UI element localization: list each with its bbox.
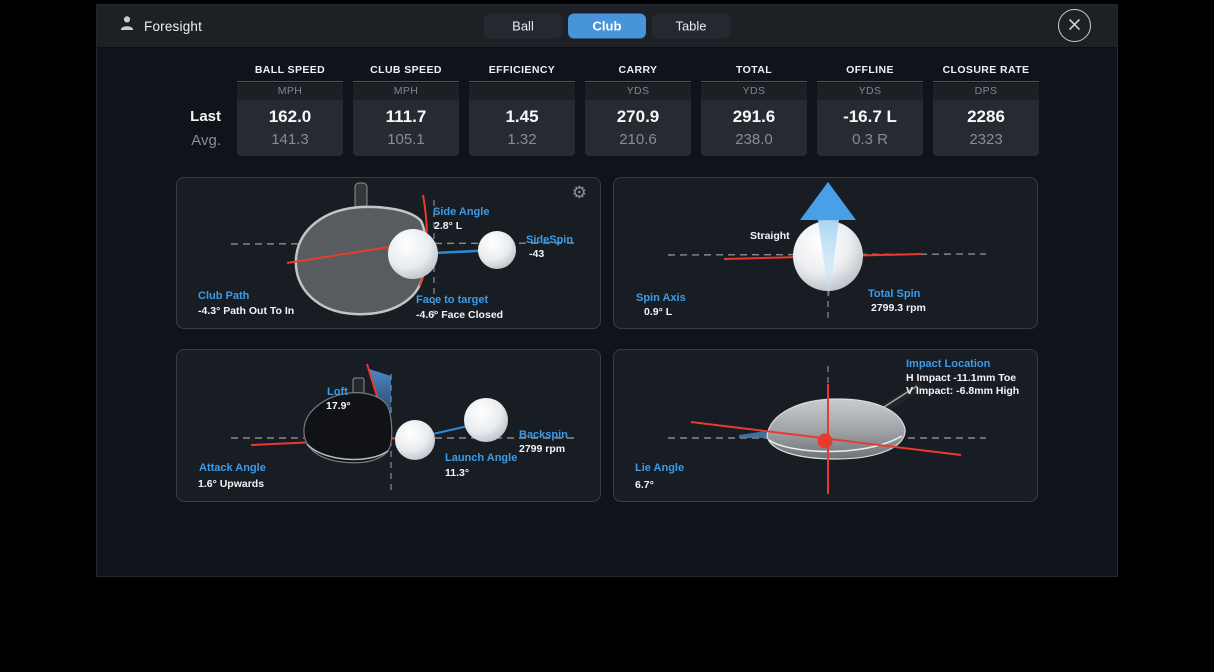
stat-last-value: -16.7 L [843,107,897,126]
stat-values: 111.7 105.1 [353,100,459,156]
stat-header: TOTAL [701,64,807,82]
club-top-view-graphic [230,182,578,318]
close-icon [1068,18,1081,34]
ball-spin-graphic [667,182,987,322]
stat-values: -16.7 L 0.3 R [817,100,923,156]
backspin-value: 2799 rpm [519,443,566,455]
stat-avg-value: 238.0 [735,131,773,148]
app-title: Foresight [144,18,203,34]
stat-last-value: 111.7 [385,107,427,126]
row-label-last: Last [190,108,221,125]
stat-unit: MPH [237,83,343,100]
v-impact-value: V Impact: -6.8mm High [906,385,1020,397]
stat-column-offline: OFFLINE YDS -16.7 L 0.3 R [817,64,923,156]
stat-column-ball-speed: BALL SPEED MPH 162.0 141.3 [237,64,343,156]
stat-column-closure-rate: CLOSURE RATE DPS 2286 2323 [933,64,1039,156]
club-path-value: -4.3° Path Out To In [198,305,295,317]
golfer-icon [119,15,135,37]
total-spin-value: 2799.3 rpm [871,302,926,314]
stat-column-efficiency: EFFICIENCY 1.45 1.32 [469,64,575,156]
stat-values: 162.0 141.3 [237,100,343,156]
stat-avg-value: 0.3 R [852,131,888,148]
lie-angle-label: Lie Angle [635,462,685,474]
panel-spin: Straight Spin Axis 0.9° L Total Spin 279… [613,177,1038,329]
stats-row-labels: Last Avg. [175,64,221,156]
stat-values: 291.6 238.0 [701,100,807,156]
view-tabs: Ball Club Table [484,13,730,39]
spin-direction-label: Straight [750,230,790,242]
stat-unit: YDS [585,83,691,100]
impact-location-label: Impact Location [906,358,991,370]
panel-impact: Impact Location H Impact -11.1mm Toe V I… [613,349,1038,502]
stat-avg-value: 210.6 [619,131,657,148]
stat-unit: DPS [933,83,1039,100]
stat-values: 270.9 210.6 [585,100,691,156]
brand: Foresight [119,15,202,37]
stat-avg-value: 105.1 [387,131,425,148]
h-impact-value: H Impact -11.1mm Toe [906,372,1017,384]
foresight-window: Foresight Ball Club Table Last Avg. BALL… [96,4,1118,577]
launch-angle-label: Launch Angle [445,452,518,464]
stat-last-value: 270.9 [616,107,660,126]
side-angle-value: 2.8° L [434,220,463,232]
stat-header: BALL SPEED [237,64,343,82]
spin-axis-value: 0.9° L [644,306,673,318]
stat-header: CLUB SPEED [353,64,459,82]
stat-avg-value: 141.3 [271,131,309,148]
stat-header: CARRY [585,64,691,82]
stat-header: EFFICIENCY [469,64,575,82]
stat-column-total: TOTAL YDS 291.6 238.0 [701,64,807,156]
stat-unit [469,83,575,100]
stat-last-value: 2286 [967,107,1005,126]
stat-column-club-speed: CLUB SPEED MPH 111.7 105.1 [353,64,459,156]
backspin-label: Backspin [519,429,568,441]
tab-club[interactable]: Club [568,13,646,39]
sidespin-label: SideSpin [526,234,574,246]
gear-icon[interactable]: ⚙ [571,183,587,202]
club-face-view-graphic [668,366,986,496]
club-path-label: Club Path [198,290,250,302]
attack-angle-value: 1.6° Upwards [198,478,265,490]
stat-avg-value: 1.32 [507,131,537,148]
tab-table[interactable]: Table [652,13,730,39]
stat-values: 2286 2323 [933,100,1039,156]
launch-angle-value: 11.3° [445,467,470,479]
total-spin-label: Total Spin [868,288,921,300]
panel-launch: Loft 17.9° Attack Angle 1.6° Upwards Lau… [176,349,601,502]
stat-last-value: 291.6 [732,107,776,126]
spin-axis-label: Spin Axis [636,292,686,304]
stat-unit: YDS [701,83,807,100]
stat-header: OFFLINE [817,64,923,82]
tab-ball[interactable]: Ball [484,13,562,39]
lie-angle-value: 6.7° [635,479,654,491]
stat-column-carry: CARRY YDS 270.9 210.6 [585,64,691,156]
panel-grid: ⚙ Side Angle 2.8° L SideSpin -43 Club Pa… [176,177,1038,502]
loft-value: 17.9° [326,400,351,412]
stat-values: 1.45 1.32 [469,100,575,156]
face-to-target-value: -4.6° Face Closed [416,309,504,321]
side-angle-label: Side Angle [433,206,490,218]
face-to-target-label: Face to target [416,294,489,306]
stat-unit: MPH [353,83,459,100]
stat-avg-value: 2323 [969,131,1003,148]
close-button[interactable] [1058,9,1091,42]
stats-strip: Last Avg. BALL SPEED MPH 162.0 141.3 CLU… [97,64,1117,156]
stat-last-value: 162.0 [268,107,312,126]
panel-club-path: ⚙ Side Angle 2.8° L SideSpin -43 Club Pa… [176,177,601,329]
stat-unit: YDS [817,83,923,100]
stat-last-value: 1.45 [505,107,539,126]
top-bar: Foresight Ball Club Table [97,5,1117,48]
sidespin-value: -43 [529,248,545,260]
club-side-view-graphic [231,363,575,495]
attack-angle-label: Attack Angle [199,462,266,474]
stat-header: CLOSURE RATE [933,64,1039,82]
loft-label: Loft [327,386,348,398]
row-label-avg: Avg. [191,132,221,149]
